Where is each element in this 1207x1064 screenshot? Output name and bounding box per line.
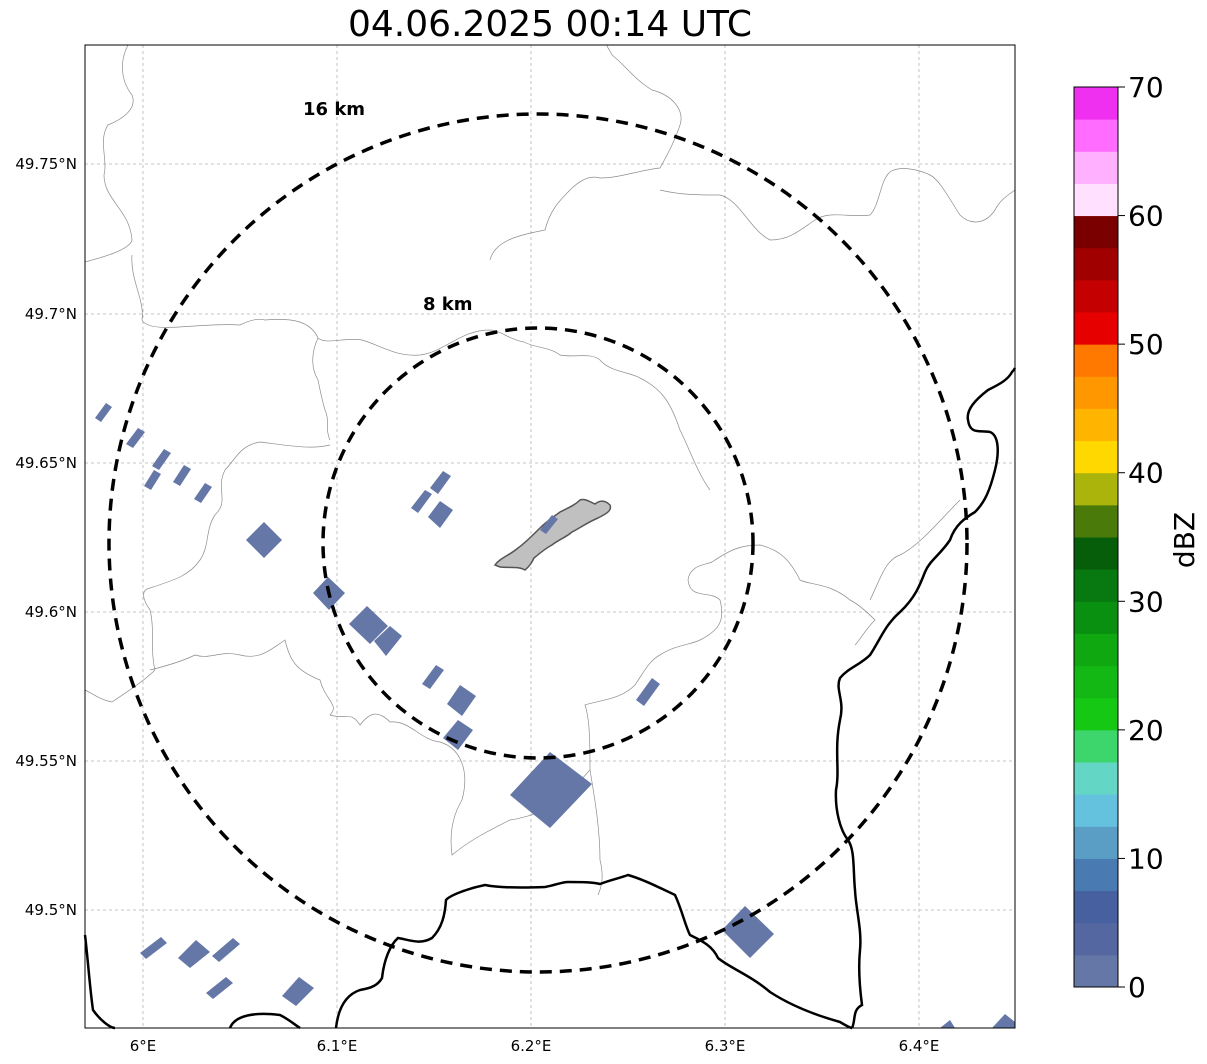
echo	[178, 940, 210, 968]
echo	[206, 977, 233, 999]
map-frame	[84, 44, 1016, 1029]
echo	[447, 685, 476, 716]
echo	[212, 938, 240, 962]
echo	[430, 471, 451, 494]
echo	[349, 606, 388, 644]
echo	[95, 403, 112, 422]
colorbar-segment	[1074, 569, 1118, 602]
echo	[540, 515, 558, 534]
colorbar-segment	[1074, 633, 1118, 667]
colorbar-segment	[1074, 537, 1118, 570]
lon-tick-label: 6.1°E	[317, 1037, 358, 1055]
colorbar-segment	[1074, 858, 1118, 892]
lat-tick-label: 49.55°N	[15, 752, 77, 770]
colorbar	[1074, 87, 1118, 988]
echo	[374, 626, 402, 656]
range-label-8km: 8 km	[423, 294, 473, 315]
echo	[428, 501, 453, 528]
echo	[140, 937, 167, 959]
city-area	[493, 498, 612, 571]
colorbar-tick-label: 70	[1128, 71, 1164, 104]
echo	[411, 490, 432, 513]
echo	[722, 906, 774, 958]
colorbar-tick-label: 60	[1128, 200, 1164, 233]
colorbar-segment	[1074, 729, 1118, 763]
map-title: 04.06.2025 00:14 UTC	[347, 4, 753, 45]
echo	[144, 470, 161, 490]
colorbar-segment	[1074, 344, 1118, 377]
colorbar-segment	[1074, 890, 1118, 924]
echo	[992, 1014, 1015, 1028]
colorbar-segment	[1074, 504, 1118, 538]
lat-tick-label: 49.75°N	[15, 155, 77, 173]
range-ring-16km	[107, 112, 969, 974]
colorbar-segment	[1074, 762, 1118, 795]
range-ring-8km	[321, 326, 755, 760]
lat-tick-label: 49.7°N	[25, 305, 77, 323]
lon-tick-label: 6°E	[130, 1037, 157, 1055]
colorbar-segment	[1074, 247, 1118, 281]
echo	[126, 428, 145, 448]
colorbar-segment	[1074, 376, 1118, 409]
colorbar-frame	[1073, 86, 1119, 988]
echo	[940, 1020, 955, 1028]
echo	[173, 465, 191, 486]
echo	[510, 752, 592, 828]
echo	[194, 483, 212, 503]
colorbar-segment	[1074, 472, 1118, 506]
range-label-16km: 16 km	[303, 99, 365, 120]
colorbar-segment	[1074, 697, 1118, 731]
colorbar-label: dBZ	[1168, 512, 1201, 568]
echo	[246, 522, 282, 558]
lat-tick-label: 49.6°N	[25, 603, 77, 621]
colorbar-ticks: 0 10 20 30 40 50 60 70	[1118, 71, 1164, 1004]
colorbar-segment	[1074, 922, 1118, 956]
colorbar-tick-label: 50	[1128, 328, 1164, 361]
lat-tick-label: 49.65°N	[15, 454, 77, 472]
colorbar-tick-label: 40	[1128, 457, 1164, 490]
colorbar-segment	[1074, 183, 1118, 217]
colorbar-segment	[1074, 279, 1118, 313]
colorbar-segment	[1074, 794, 1118, 827]
echo	[422, 665, 444, 689]
colorbar-segment	[1074, 665, 1118, 699]
echo	[152, 449, 171, 470]
colorbar-segment	[1074, 954, 1118, 988]
colorbar-segment	[1074, 87, 1118, 120]
colorbar-segment	[1074, 440, 1118, 474]
colorbar-segment	[1074, 215, 1118, 249]
lon-tick-label: 6.2°E	[511, 1037, 552, 1055]
colorbar-segment	[1074, 408, 1118, 442]
lon-tick-label: 6.4°E	[899, 1037, 940, 1055]
colorbar-tick-label: 10	[1128, 842, 1164, 875]
lon-tick-label: 6.3°E	[705, 1037, 746, 1055]
colorbar-segment	[1074, 312, 1118, 345]
radar-echoes	[95, 403, 1015, 1028]
echo	[443, 720, 473, 750]
echo	[636, 678, 660, 706]
colorbar-segment	[1074, 601, 1118, 634]
colorbar-segment	[1074, 119, 1118, 152]
colorbar-tick-label: 20	[1128, 714, 1164, 747]
colorbar-segment	[1074, 151, 1118, 184]
colorbar-tick-label: 0	[1128, 971, 1146, 1004]
colorbar-segment	[1074, 826, 1118, 859]
range-rings	[107, 112, 969, 974]
echo	[282, 977, 314, 1006]
colorbar-tick-label: 30	[1128, 585, 1164, 618]
lat-tick-label: 49.5°N	[25, 901, 77, 919]
